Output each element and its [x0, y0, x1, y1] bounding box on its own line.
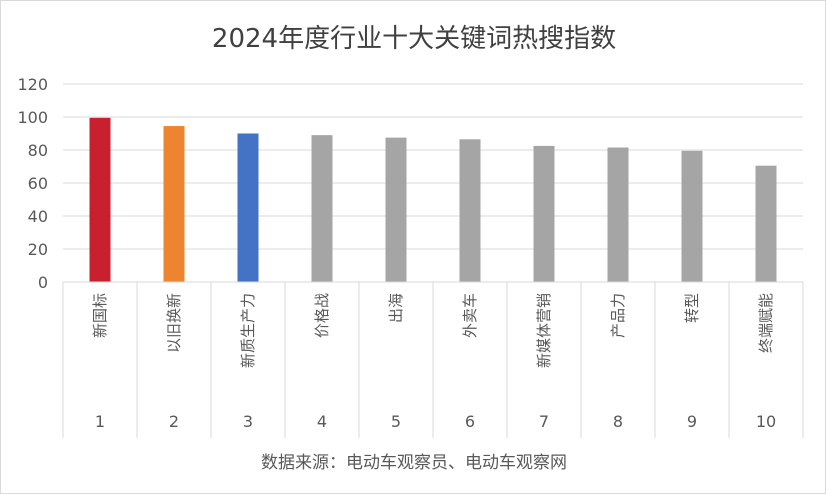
- y-tick-label: 80: [28, 141, 48, 160]
- bar-9: [681, 150, 703, 282]
- category-label: 外卖车: [461, 293, 479, 338]
- category-label: 新质生产力: [239, 293, 257, 368]
- y-tick-label: 0: [38, 273, 48, 292]
- y-axis: 0 20 40 60 80 100 120: [17, 75, 48, 292]
- category-label: 出海: [387, 293, 405, 323]
- rank-label: 4: [317, 412, 327, 431]
- bar-7: [533, 145, 555, 282]
- category-label: 以旧换新: [165, 293, 183, 353]
- bar-3: [237, 133, 259, 282]
- source-note: 数据来源：电动车观察员、电动车观察网: [261, 453, 567, 473]
- bar-10: [755, 165, 777, 282]
- rank-label: 9: [687, 412, 697, 431]
- rank-label: 2: [169, 412, 179, 431]
- bar-2: [163, 126, 185, 282]
- x-axis: 新国标 1 以旧换新 2 新质生产力 3 价格战 4 出海 5 外卖车 6 新媒体营销 7 产品力 8 转型 9 终…: [62, 281, 804, 438]
- rank-label: 7: [539, 412, 549, 431]
- category-label: 新媒体营销: [535, 293, 553, 368]
- bar-1: [89, 117, 111, 282]
- rank-label: 8: [613, 412, 623, 431]
- chart-title: 2024年度行业十大关键词热搜指数: [212, 24, 616, 54]
- bar-5: [385, 137, 407, 282]
- rank-label: 5: [391, 412, 401, 431]
- rank-label: 6: [465, 412, 475, 431]
- category-label: 价格战: [313, 293, 331, 338]
- rank-label: 10: [756, 412, 776, 431]
- rank-label: 1: [95, 412, 105, 431]
- rank-label: 3: [243, 412, 253, 431]
- gridlines: [63, 83, 803, 250]
- y-tick-label: 100: [17, 108, 48, 127]
- bar-8: [607, 147, 629, 282]
- y-tick-label: 20: [28, 240, 48, 259]
- y-tick-label: 40: [28, 207, 48, 226]
- bar-4: [311, 135, 333, 282]
- category-label: 新国标: [91, 293, 109, 338]
- bars: [89, 117, 777, 282]
- category-label: 转型: [683, 293, 701, 323]
- bar-6: [459, 139, 481, 282]
- category-label: 产品力: [609, 293, 627, 338]
- y-tick-label: 120: [17, 75, 48, 94]
- category-label: 终端赋能: [757, 293, 775, 353]
- y-tick-label: 60: [28, 174, 48, 193]
